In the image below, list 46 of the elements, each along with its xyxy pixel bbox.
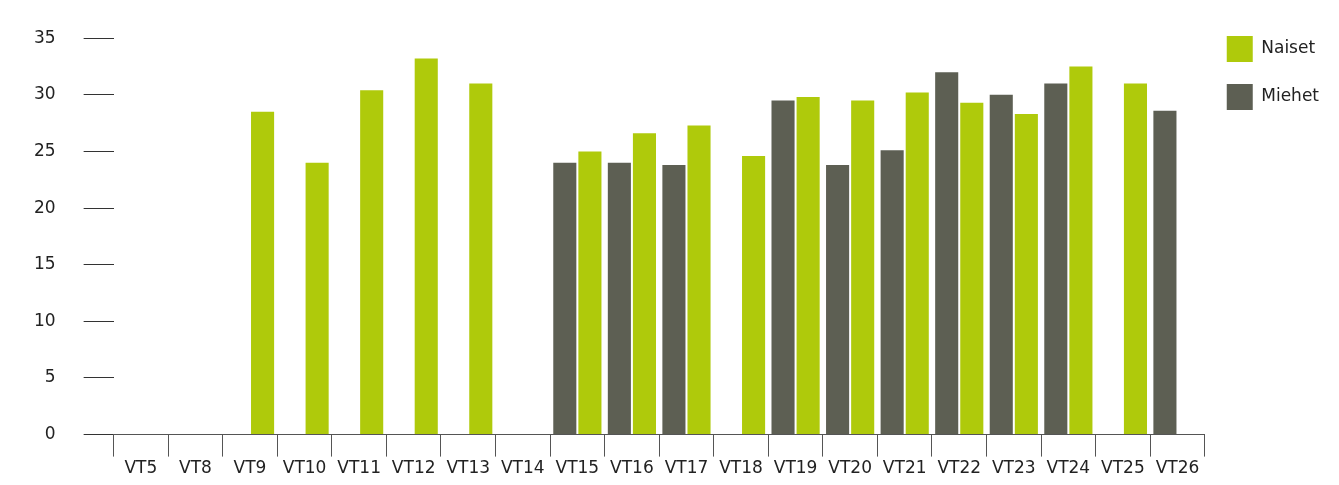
bar [360,90,384,435]
x-tick-label: VT22 [937,457,982,478]
legend-label: Miehet [1261,85,1320,106]
bar [851,100,875,435]
x-tick-label: VT18 [719,457,763,478]
x-tick-label: VT10 [282,457,327,478]
x-tick-label: VT21 [882,457,927,478]
x-tick-label: VT16 [610,457,654,478]
x-tick-label: VT19 [773,457,818,478]
bar [960,102,984,435]
x-tick-label: VT14 [500,457,545,478]
y-tick-label: 25 [33,139,56,160]
x-tick-label: VT25 [1101,457,1145,478]
x-tick-label: VT13 [446,457,491,478]
bar [414,58,438,435]
y-tick-label: 0 [44,423,56,444]
bar [905,92,929,435]
bar [687,125,711,435]
x-tick-label: VT26 [1155,457,1200,478]
x-tick-label: VT11 [337,457,381,478]
x-tick-label: VT24 [1046,457,1091,478]
x-tick-label: VT12 [391,457,436,478]
bar [742,155,766,435]
bar [578,151,602,435]
x-tick-label: VT15 [555,457,600,478]
y-tick-label: 35 [33,26,56,47]
bar [1014,114,1038,435]
bar [469,83,493,435]
bar [251,111,275,435]
bar [305,162,329,435]
x-tick-label: VT23 [991,457,1036,478]
y-tick-label: 15 [33,253,56,274]
bar [796,97,820,435]
y-tick-label: 10 [33,309,56,330]
y-tick-label: 20 [33,196,56,217]
x-tick-label: VT9 [233,457,267,478]
x-tick-label: VT17 [664,457,709,478]
x-tick-label: VT20 [828,457,872,478]
x-tick-label: VT8 [179,457,212,478]
bar [1123,83,1148,435]
bar [632,133,657,435]
legend-label: Naiset [1261,37,1316,58]
x-tick-label: VT5 [124,457,158,478]
y-tick-label: 30 [33,83,56,104]
bar [1069,66,1093,435]
y-tick-label: 5 [44,366,56,387]
